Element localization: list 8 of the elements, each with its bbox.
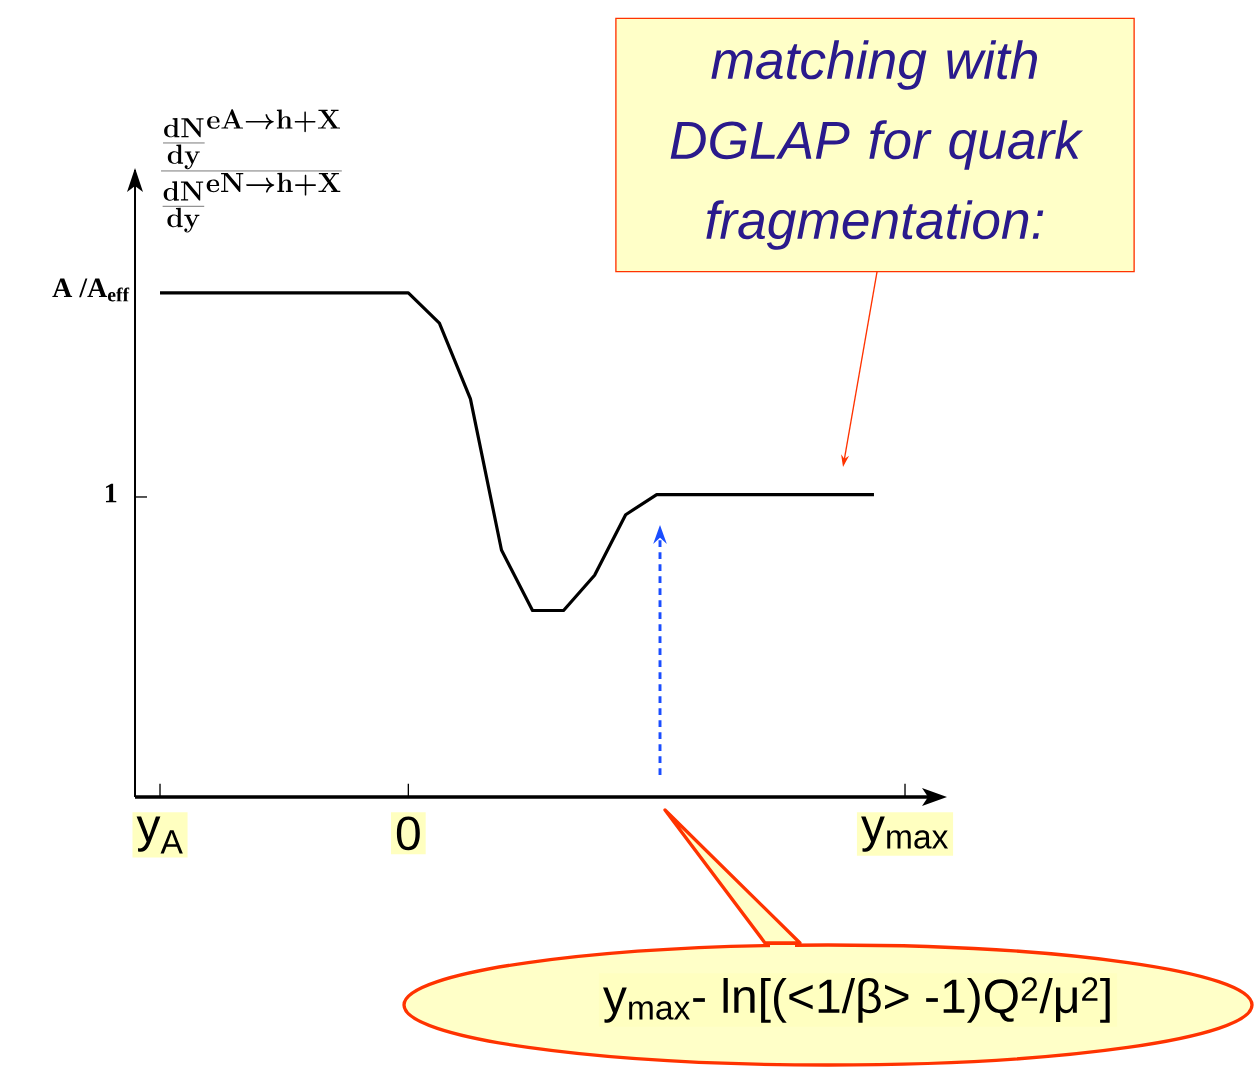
text: A /A$_{eff}$ xyxy=(52,278,130,302)
text: matching with DGLAP for quark fragmentation: xyxy=(670,40,1084,250)
x-tick-label: y$_{max}$ xyxy=(861,816,949,852)
text: 1 xyxy=(105,483,117,503)
x-tick-label: y$_{A}$ xyxy=(136,816,183,854)
text: y$_{max}$- ln[(<1/β> -1)Q$^{2}$/μ$^{2}$] xyxy=(603,977,1110,1023)
x-tick-label: 0 xyxy=(396,816,420,851)
y-axis-title: $\frac{\frac{\mathbf{dN}}{\mathbf{dy}}^{\mathbf{eA}\to\mathbf{h+X}}}{\frac{\mathbf{dN}}{\mathbf{dy}}^{\mathbf{eN}\to\mathbf{h+X}}}$ xyxy=(161,109,342,233)
